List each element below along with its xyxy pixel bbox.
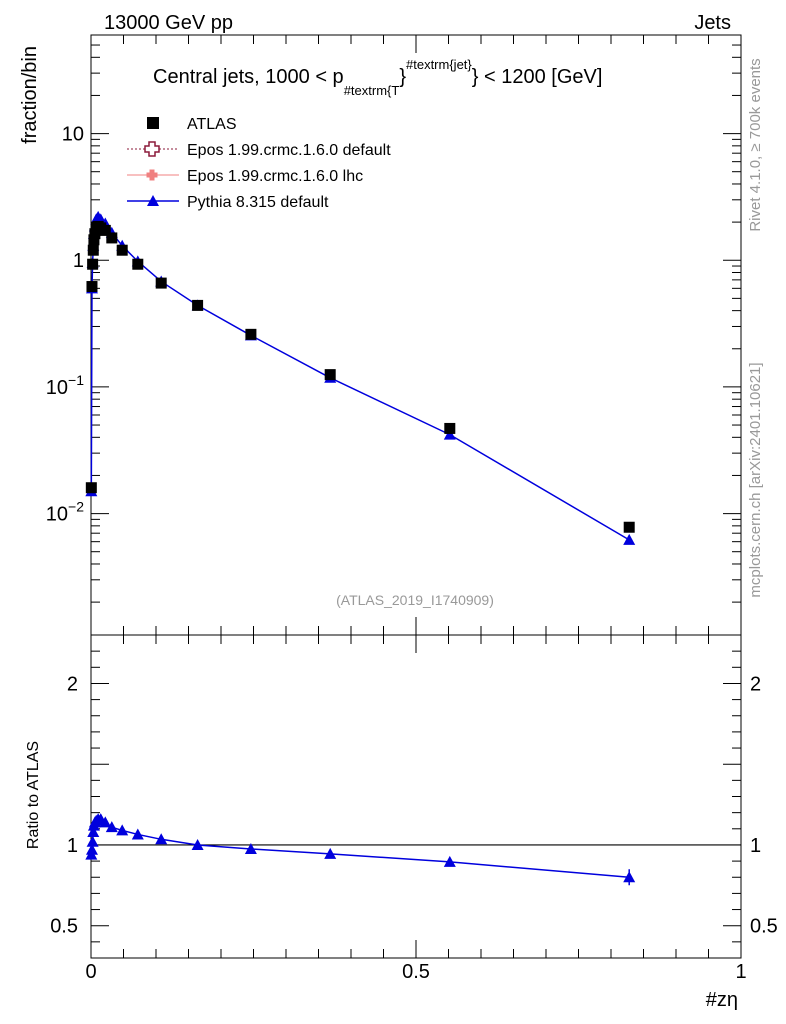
atlas-point — [88, 234, 100, 246]
atlas-point — [87, 258, 99, 270]
atlas-point — [155, 277, 167, 289]
ratio-pythia-point — [324, 847, 337, 859]
pythia-line — [90, 215, 630, 541]
xtick-label: 0.5 — [402, 961, 430, 983]
xtick-label: 0 — [85, 961, 96, 983]
pythia-point — [623, 533, 636, 545]
atlas-point — [444, 422, 456, 434]
legend-marker-epos-lhc — [146, 169, 158, 181]
ratio-ylabel: Ratio to ATLAS — [25, 741, 42, 849]
atlas-point — [86, 281, 98, 293]
header-right: Jets — [694, 12, 731, 34]
ratio-pythia-point — [443, 855, 456, 867]
legend-label-epos-default: Epos 1.99.crmc.1.6.0 default — [187, 142, 391, 159]
ratio-pythia-point — [99, 816, 112, 828]
ratio-pythia-line — [90, 818, 630, 878]
atlas-point — [192, 299, 204, 311]
rivet-label: Rivet 4.1.0, ≥ 700k events — [747, 58, 764, 231]
main-series-layer — [85, 210, 636, 545]
legend-entry-pythia: Pythia 8.315 default — [127, 194, 329, 211]
legend-label-pythia: Pythia 8.315 default — [187, 194, 329, 211]
ratio-pythia-point — [155, 833, 168, 845]
ratio-ytick-label-right: 0.5 — [750, 916, 778, 938]
atlas-point — [116, 244, 128, 256]
main-ytick-label: 1 — [73, 250, 84, 272]
main-ytick-label: 10−2 — [46, 499, 84, 526]
atlas-point — [99, 224, 111, 236]
title-subscript: #textrm{T — [344, 83, 400, 98]
ratio-pythia-point — [244, 842, 257, 854]
ratio-ytick-label-left: 1 — [67, 835, 78, 857]
legend-label-epos-lhc: Epos 1.99.crmc.1.6.0 lhc — [187, 168, 363, 185]
pythia-point — [443, 428, 456, 440]
main-ytick-label: 10 — [62, 124, 84, 146]
main-ylabel: fraction/bin — [19, 46, 41, 144]
ratio-pythia-point — [105, 821, 118, 833]
atlas-point — [245, 328, 257, 340]
ratio-series-layer — [85, 813, 636, 886]
title-suffix: } < 1200 [GeV] — [472, 66, 603, 88]
atlas-point — [132, 258, 144, 270]
main-ytick-label: 10−1 — [46, 372, 84, 399]
legend-entry-atlas: ATLAS — [147, 116, 237, 133]
ratio-axis-ticks: 0 0.5 1 0.5 0.5 1 1 2 2 — [50, 635, 778, 983]
atlas-point — [87, 244, 99, 256]
legend-entry-epos-lhc: Epos 1.99.crmc.1.6.0 lhc — [127, 168, 363, 185]
main-axis-ticks: 10−2 10−1 1 10 — [46, 34, 742, 635]
xtick-label: 1 — [735, 961, 746, 983]
atlas-point — [89, 228, 101, 240]
legend-marker-atlas — [147, 117, 159, 129]
atlas-point — [623, 521, 635, 533]
ratio-ytick-label-right: 1 — [750, 835, 761, 857]
ratio-ytick-label-left: 0.5 — [50, 916, 78, 938]
atlas-point — [85, 482, 97, 494]
ratio-frame — [90, 634, 742, 959]
header-left: 13000 GeV pp — [104, 12, 233, 34]
ratio-ytick-label-right: 2 — [750, 673, 761, 695]
svg-text:Central jets, 1000 < p#textrm{: Central jets, 1000 < p#textrm{T}#textrm{… — [153, 57, 602, 98]
analysis-watermark: (ATLAS_2019_I1740909) — [336, 592, 494, 608]
ratio-pythia-point — [116, 824, 129, 836]
main-title: Central jets, 1000 < p#textrm{T}#textrm{… — [153, 57, 602, 98]
title-superscript: #textrm{jet} — [406, 57, 472, 72]
ratio-pythia-point — [191, 838, 204, 850]
ratio-pythia-point — [86, 835, 99, 847]
title-brace: } — [399, 66, 406, 88]
ratio-pythia-point — [131, 828, 144, 840]
ratio-pythia-point — [623, 871, 636, 883]
ratio-pythia-point — [87, 826, 100, 838]
legend-label-atlas: ATLAS — [187, 116, 237, 133]
legend-marker-pythia — [147, 195, 159, 206]
mcplots-label: mcplots.cern.ch [arXiv:2401.10621] — [747, 362, 764, 597]
legend: ATLAS Epos 1.99.crmc.1.6.0 default Epos … — [127, 116, 391, 211]
title-prefix: Central jets, 1000 < p — [153, 66, 344, 88]
x-axis-label: #zη — [706, 989, 738, 1011]
legend-marker-epos-default — [144, 141, 160, 157]
legend-entry-epos-default: Epos 1.99.crmc.1.6.0 default — [127, 141, 391, 159]
ratio-pythia-point — [85, 843, 98, 855]
atlas-point — [324, 369, 336, 381]
atlas-point — [106, 232, 118, 244]
ratio-ytick-label-left: 2 — [67, 673, 78, 695]
